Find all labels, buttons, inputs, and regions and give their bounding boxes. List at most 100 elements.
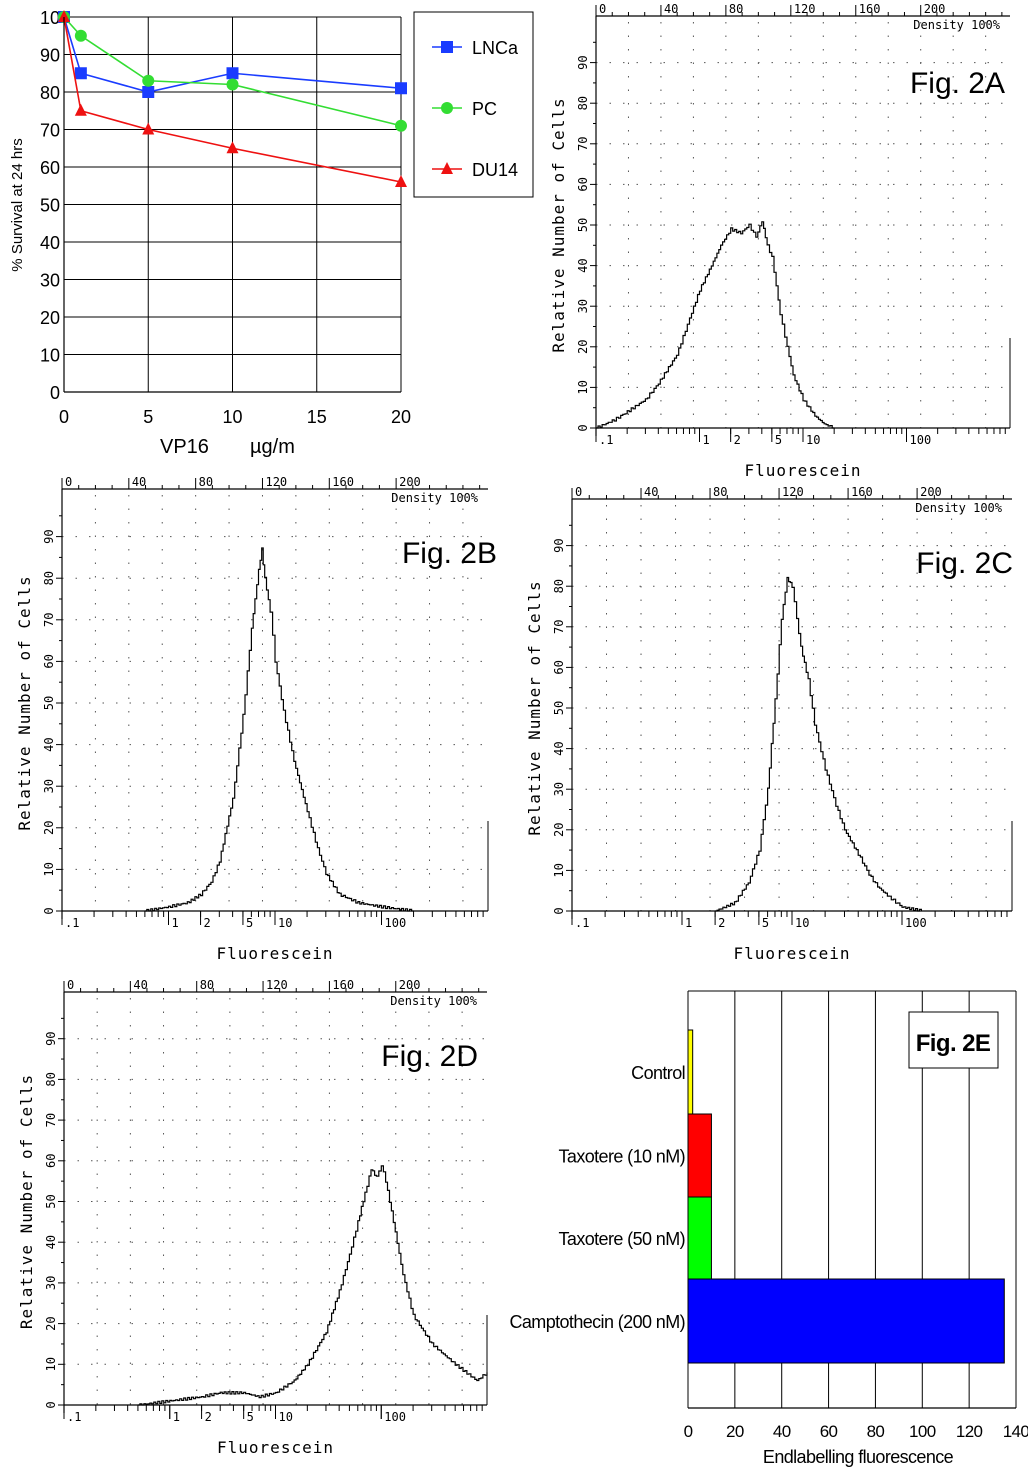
legend: LNCa PC DU14 <box>413 11 534 198</box>
bottom-tick-label: .1 <box>65 916 79 930</box>
bottom-tick-label: 5 <box>762 916 769 930</box>
y-tick-label: 30 <box>42 779 56 793</box>
data-point <box>226 67 239 80</box>
y-tick-label: 60 <box>552 660 566 674</box>
x-axis-label: VP16 <box>160 436 209 458</box>
data-point <box>142 86 155 98</box>
bottom-tick-label: 1 <box>173 1410 180 1424</box>
bottom-tick-label: .1 <box>575 916 589 930</box>
top-tick-label: 80 <box>713 485 727 499</box>
top-tick-label: 40 <box>132 475 146 489</box>
y-tick-label: 40 <box>40 233 60 253</box>
category-label: Taxotere (10 nM) <box>559 1147 685 1167</box>
top-tick-label: 0 <box>65 475 72 489</box>
x-tick-label: 80 <box>867 1422 885 1441</box>
data-point <box>395 82 407 95</box>
y-tick-label: 0 <box>50 383 60 403</box>
top-tick-label: 200 <box>924 2 946 16</box>
y-tick-label: 0 <box>552 907 566 914</box>
bottom-tick-label: 2 <box>734 433 741 447</box>
y-axis-label: Relative Number of Cells <box>17 1074 36 1329</box>
y-tick-label: 90 <box>44 1031 58 1045</box>
legend-marker <box>441 102 453 114</box>
top-tick-label: 200 <box>399 475 421 489</box>
y-tick-label: 90 <box>42 529 56 543</box>
x-axis-label: Fluorescein <box>217 944 334 963</box>
top-tick-label: 80 <box>199 475 213 489</box>
x-tick-label: 100 <box>909 1422 936 1441</box>
y-tick-label: 50 <box>552 701 566 715</box>
y-tick-label: 90 <box>552 538 566 552</box>
bar <box>687 1278 1005 1364</box>
data-point <box>142 122 155 135</box>
y-tick-label: 80 <box>44 1072 58 1086</box>
top-tick-label: 120 <box>794 2 816 16</box>
y-tick-label: 80 <box>552 579 566 593</box>
y-tick-label: 30 <box>576 299 590 313</box>
bottom-tick-label: 2 <box>204 916 211 930</box>
top-tick-label: 160 <box>332 475 354 489</box>
bottom-tick-label: 10 <box>278 916 292 930</box>
x-tick-label: 20 <box>726 1422 744 1441</box>
histogram-hist-2A: 0 40 80 120 160 200 .1 1 2 5 10 100 0 10 20 30 40 50 60 70 8… <box>549 2 1011 480</box>
category-label: Taxotere (50 nM) <box>559 1229 685 1249</box>
bottom-tick-label: 2 <box>205 1410 212 1424</box>
series-du14 <box>58 10 407 187</box>
y-tick-label: 40 <box>44 1235 58 1249</box>
y-tick-label: 20 <box>44 1316 58 1330</box>
bottom-tick-label: .1 <box>67 1410 81 1424</box>
bottom-tick-label: 1 <box>685 916 692 930</box>
x-tick-label: 60 <box>820 1422 838 1441</box>
y-tick-label: 20 <box>40 308 60 328</box>
top-tick-label: 160 <box>332 978 354 992</box>
figure-label: Fig. 2A <box>910 67 1005 100</box>
y-tick-label: 20 <box>42 821 56 835</box>
histogram-hist-2C: 0 40 80 120 160 200 .1 1 2 5 10 100 0 10 20 30 40 50 60 70 8… <box>525 485 1013 963</box>
top-tick-label: 40 <box>133 978 147 992</box>
y-tick-label: 40 <box>552 741 566 755</box>
data-point <box>395 119 407 132</box>
x-axis-unit: µg/m <box>250 436 295 458</box>
x-axis-label: Endlabelling fluorescence <box>763 1447 954 1467</box>
bottom-tick-label: 10 <box>806 433 820 447</box>
top-tick-label: 120 <box>265 475 287 489</box>
bottom-tick-label: 1 <box>703 433 710 447</box>
bottom-tick-label: 5 <box>247 1410 254 1424</box>
y-tick-label: 20 <box>552 823 566 837</box>
y-tick-label: 80 <box>576 96 590 110</box>
y-tick-label: 70 <box>44 1113 58 1127</box>
legend-marker <box>441 162 453 174</box>
histogram-curve <box>596 221 835 429</box>
data-point <box>142 74 155 87</box>
figure-label: Fig. 2B <box>402 537 497 570</box>
legend-marker <box>441 41 453 53</box>
legend-label: DU14 <box>472 160 518 180</box>
y-tick-label: 50 <box>576 218 590 232</box>
category-label: Control <box>631 1063 685 1083</box>
data-point <box>74 29 87 42</box>
y-axis-label: Relative Number of Cells <box>549 97 568 352</box>
x-tick-label: 0 <box>684 1422 693 1441</box>
legend-label: LNCa <box>472 38 519 58</box>
y-tick-label: 60 <box>40 158 60 178</box>
x-tick-label: 20 <box>391 407 411 427</box>
y-tick-label: 70 <box>42 613 56 627</box>
x-axis-label: Fluorescein <box>745 461 862 480</box>
category-label: Camptothecin (200 nM) <box>510 1312 686 1332</box>
series-pc <box>58 11 407 132</box>
y-axis-label: Relative Number of Cells <box>525 580 544 835</box>
bar <box>687 1196 712 1280</box>
bottom-tick-label: 5 <box>775 433 782 447</box>
y-tick-label: 40 <box>576 258 590 272</box>
y-tick-label: 30 <box>40 271 60 291</box>
y-tick-label: 0 <box>44 1401 58 1408</box>
x-axis-label: Fluorescein <box>734 944 851 963</box>
top-tick-label: 200 <box>399 978 421 992</box>
top-tick-label: 160 <box>859 2 881 16</box>
top-tick-label: 80 <box>729 2 743 16</box>
data-point <box>58 10 70 22</box>
top-tick-label: 40 <box>664 2 678 16</box>
y-tick-label: 90 <box>40 46 60 66</box>
histogram-curve <box>137 1165 488 1406</box>
legend-label: PC <box>472 99 497 119</box>
